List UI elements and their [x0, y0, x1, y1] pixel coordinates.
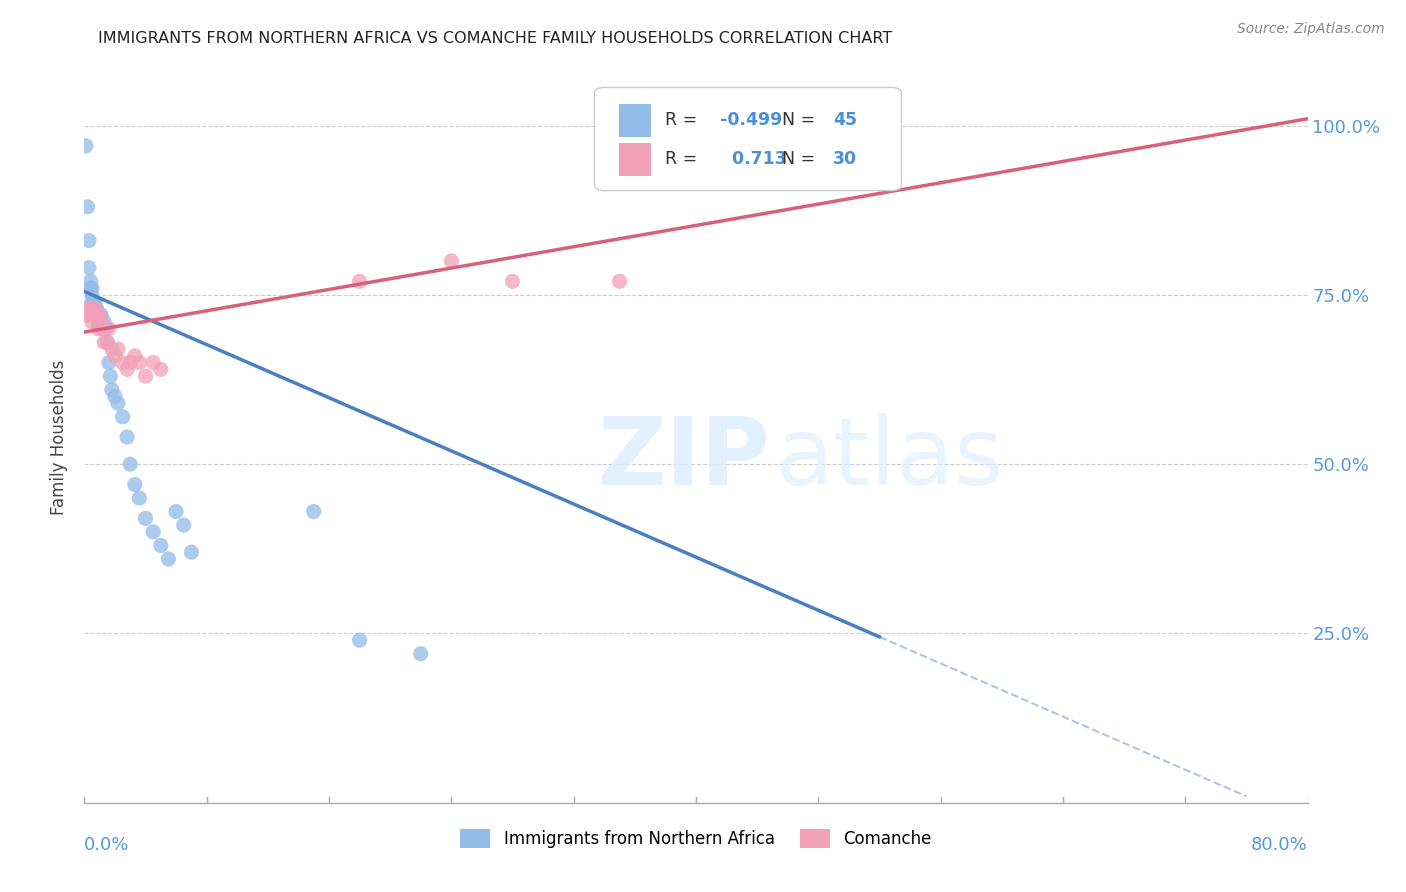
Text: R =: R =	[665, 150, 703, 168]
Point	[115, 430, 138, 444]
Point	[349, 274, 371, 288]
Point	[101, 342, 124, 356]
Point	[111, 355, 134, 369]
FancyBboxPatch shape	[595, 87, 901, 191]
Point	[93, 315, 115, 329]
Text: N =: N =	[782, 112, 820, 129]
Point	[83, 301, 105, 316]
Point	[91, 322, 114, 336]
Point	[180, 545, 202, 559]
Text: Source: ZipAtlas.com: Source: ZipAtlas.com	[1237, 22, 1385, 37]
Y-axis label: Family Households: Family Households	[51, 359, 69, 515]
Point	[83, 308, 105, 322]
Point	[104, 349, 127, 363]
Point	[97, 322, 120, 336]
Point	[96, 335, 118, 350]
Point	[75, 301, 97, 316]
FancyBboxPatch shape	[619, 104, 651, 137]
Point	[96, 335, 118, 350]
Text: 0.0%: 0.0%	[84, 836, 129, 854]
Point	[89, 308, 111, 322]
Point	[91, 322, 114, 336]
Point	[79, 281, 101, 295]
Point	[80, 288, 103, 302]
Point	[83, 294, 105, 309]
Point	[124, 349, 146, 363]
Text: ZIP: ZIP	[598, 413, 770, 505]
Point	[128, 355, 150, 369]
Point	[142, 524, 165, 539]
Point	[149, 538, 172, 552]
Point	[115, 362, 138, 376]
Text: IMMIGRANTS FROM NORTHERN AFRICA VS COMANCHE FAMILY HOUSEHOLDS CORRELATION CHART: IMMIGRANTS FROM NORTHERN AFRICA VS COMAN…	[98, 31, 893, 46]
Point	[97, 355, 120, 369]
Point	[84, 294, 107, 309]
Point	[89, 315, 111, 329]
Point	[86, 308, 108, 322]
Point	[87, 322, 110, 336]
Point	[135, 369, 157, 384]
Text: 80.0%: 80.0%	[1251, 836, 1308, 854]
Text: atlas: atlas	[776, 413, 1004, 505]
Point	[120, 457, 142, 471]
Text: 45: 45	[832, 112, 858, 129]
Point	[128, 491, 150, 505]
Legend: Immigrants from Northern Africa, Comanche: Immigrants from Northern Africa, Comanch…	[453, 821, 939, 856]
Point	[111, 409, 134, 424]
Text: R =: R =	[665, 112, 703, 129]
Point	[93, 335, 115, 350]
Point	[409, 647, 432, 661]
Text: 0.713: 0.713	[720, 150, 787, 168]
Point	[149, 362, 172, 376]
Point	[135, 511, 157, 525]
Point	[75, 139, 97, 153]
Point	[87, 315, 110, 329]
Point	[120, 355, 142, 369]
Point	[77, 308, 100, 322]
Point	[107, 342, 129, 356]
Point	[349, 633, 371, 648]
Point	[124, 477, 146, 491]
Point	[89, 308, 111, 322]
Point	[90, 315, 112, 329]
Point	[94, 322, 117, 336]
Point	[79, 301, 101, 316]
Point	[84, 301, 107, 316]
Point	[77, 234, 100, 248]
Point	[502, 274, 524, 288]
Point	[80, 281, 103, 295]
Point	[609, 274, 631, 288]
Text: 30: 30	[832, 150, 858, 168]
Point	[101, 383, 124, 397]
Point	[104, 389, 127, 403]
Text: -0.499: -0.499	[720, 112, 783, 129]
Point	[440, 254, 463, 268]
Point	[76, 308, 98, 322]
Point	[157, 552, 180, 566]
Point	[90, 308, 112, 322]
Point	[98, 369, 121, 384]
Point	[86, 301, 108, 316]
Point	[80, 294, 103, 309]
Point	[302, 505, 325, 519]
Point	[87, 308, 110, 322]
Point	[107, 396, 129, 410]
Point	[173, 518, 195, 533]
Point	[76, 200, 98, 214]
Point	[84, 301, 107, 316]
FancyBboxPatch shape	[619, 143, 651, 176]
Point	[77, 260, 100, 275]
Point	[86, 308, 108, 322]
Point	[165, 505, 187, 519]
Point	[79, 274, 101, 288]
Point	[84, 308, 107, 322]
Point	[80, 315, 103, 329]
Point	[142, 355, 165, 369]
Text: N =: N =	[782, 150, 820, 168]
